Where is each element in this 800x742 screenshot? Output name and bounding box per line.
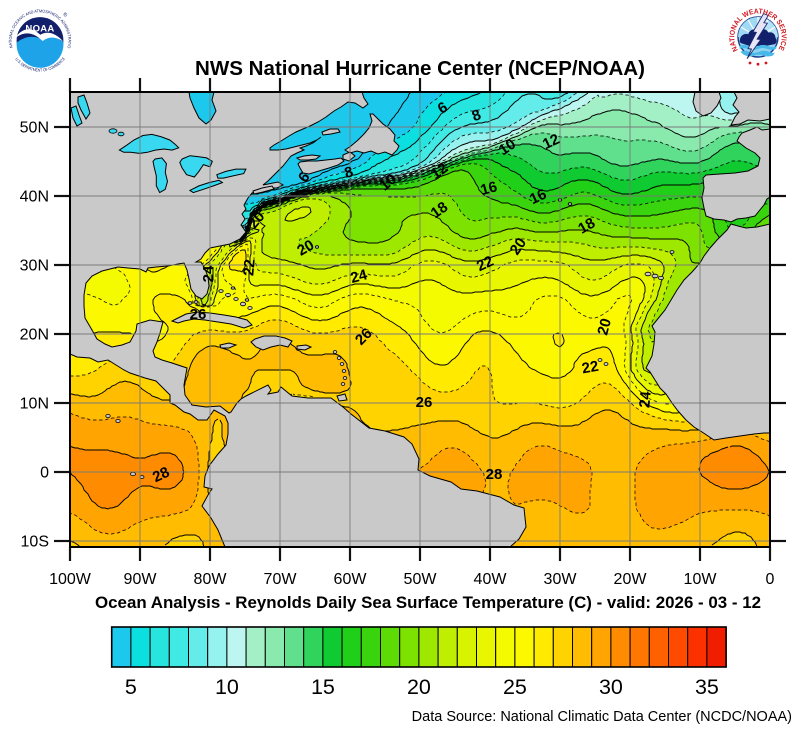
svg-text:10: 10 xyxy=(496,136,519,159)
svg-text:24: 24 xyxy=(200,265,217,282)
svg-text:16: 16 xyxy=(527,186,549,208)
svg-text:18: 18 xyxy=(428,199,451,222)
svg-text:5: 5 xyxy=(125,675,137,699)
svg-text:28: 28 xyxy=(150,464,172,486)
svg-text:80W: 80W xyxy=(194,571,228,588)
svg-text:18: 18 xyxy=(575,215,598,238)
svg-text:60W: 60W xyxy=(334,571,368,588)
svg-text:Ocean Analysis - Reynolds Dail: Ocean Analysis - Reynolds Daily Sea Surf… xyxy=(95,593,761,612)
svg-text:22: 22 xyxy=(474,253,496,275)
svg-text:40W: 40W xyxy=(474,571,508,588)
svg-text:®: ® xyxy=(64,12,68,19)
svg-text:10: 10 xyxy=(215,675,239,699)
svg-text:30W: 30W xyxy=(544,571,578,588)
svg-text:12: 12 xyxy=(540,131,562,153)
svg-text:20: 20 xyxy=(507,235,530,258)
svg-text:22: 22 xyxy=(240,259,258,277)
svg-text:90W: 90W xyxy=(124,571,158,588)
svg-text:24: 24 xyxy=(349,266,370,287)
svg-text:NWS National Hurricane Center: NWS National Hurricane Center (NCEP/NOAA… xyxy=(195,58,645,80)
svg-text:15: 15 xyxy=(311,675,335,699)
svg-text:25: 25 xyxy=(503,675,527,699)
svg-text:Data Source: National Climatic: Data Source: National Climatic Data Cent… xyxy=(412,709,792,725)
svg-text:50W: 50W xyxy=(404,571,438,588)
svg-text:0: 0 xyxy=(766,571,775,588)
svg-text:26: 26 xyxy=(190,306,207,323)
svg-text:35: 35 xyxy=(695,675,719,699)
svg-text:22: 22 xyxy=(581,358,600,378)
svg-text:20: 20 xyxy=(294,237,317,260)
svg-text:50N: 50N xyxy=(20,120,49,137)
svg-text:26: 26 xyxy=(416,394,433,411)
svg-text:28: 28 xyxy=(486,466,503,483)
svg-text:20: 20 xyxy=(407,675,431,699)
svg-text:10W: 10W xyxy=(684,571,718,588)
svg-text:40N: 40N xyxy=(20,189,49,206)
svg-text:24: 24 xyxy=(636,390,654,409)
svg-text:30: 30 xyxy=(599,675,623,699)
svg-text:12: 12 xyxy=(428,160,451,183)
svg-text:0: 0 xyxy=(40,465,49,482)
svg-text:30N: 30N xyxy=(20,258,49,275)
svg-text:16: 16 xyxy=(479,178,500,199)
svg-text:10S: 10S xyxy=(21,534,49,551)
svg-text:70W: 70W xyxy=(264,571,298,588)
svg-text:20W: 20W xyxy=(614,571,648,588)
svg-text:NOAA: NOAA xyxy=(25,24,54,35)
svg-text:10N: 10N xyxy=(20,396,49,413)
svg-text:100W: 100W xyxy=(49,571,92,588)
svg-text:20N: 20N xyxy=(20,327,49,344)
svg-text:20: 20 xyxy=(594,317,615,338)
